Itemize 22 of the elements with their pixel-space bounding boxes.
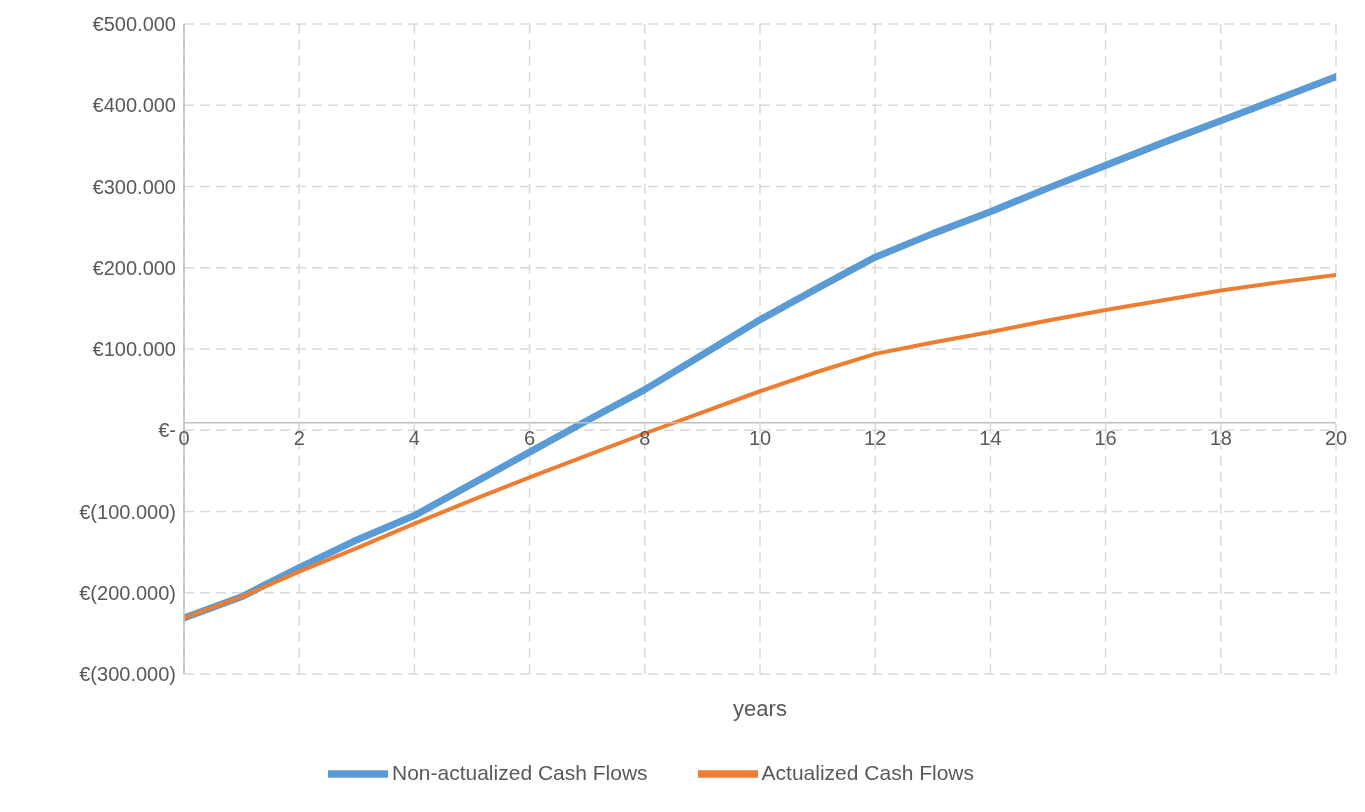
x-tick-label: 4 [408, 426, 420, 449]
x-axis-title: years [733, 696, 787, 721]
x-tick-label: 2 [293, 426, 305, 449]
x-tick-label: 12 [864, 426, 887, 449]
x-tick-label: 16 [1094, 426, 1117, 449]
y-tick-label: €400.000 [92, 94, 176, 117]
legend-label: Actualized Cash Flows [761, 760, 975, 784]
x-tick-label: 20 [1324, 426, 1348, 449]
x-tick-label: 10 [748, 426, 772, 449]
y-tick-label: €(100.000) [79, 500, 176, 523]
y-tick-label: €100.000 [92, 338, 176, 361]
y-tick-label: €500.000 [92, 13, 176, 36]
y-tick-label: €200.000 [92, 256, 176, 279]
y-tick-label: €(300.000) [79, 663, 176, 686]
x-tick-label: 18 [1209, 426, 1232, 449]
legend-label: Non-actualized Cash Flows [391, 760, 648, 784]
y-tick-label: €- [158, 419, 176, 442]
y-tick-label: €(200.000) [79, 581, 176, 604]
y-tick-label: €300.000 [92, 175, 176, 198]
x-tick-label: 0 [178, 426, 190, 449]
x-tick-label: 6 [524, 426, 536, 449]
x-tick-label: 14 [979, 426, 1002, 449]
